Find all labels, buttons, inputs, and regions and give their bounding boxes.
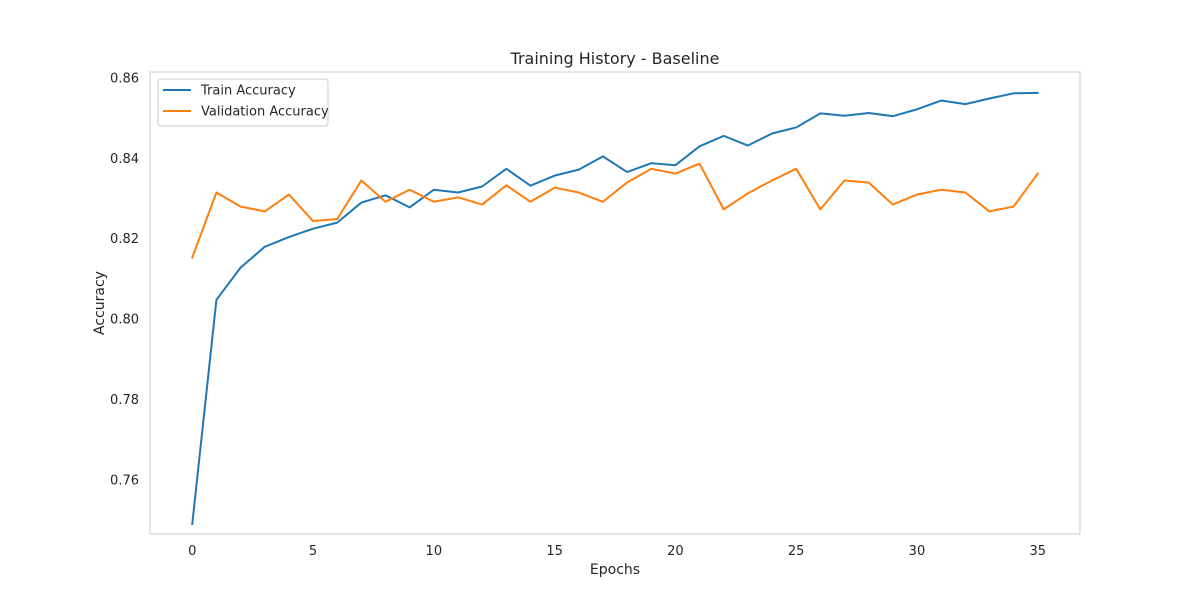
y-tick-label: 0.78 [110, 393, 139, 408]
series-layer [190, 91, 1040, 526]
y-tick-label: 0.76 [110, 473, 139, 488]
x-tick-label: 0 [188, 544, 196, 559]
legend-label: Validation Accuracy [201, 105, 329, 120]
x-axis-ticks: 0 5 10 15 20 25 30 35 [188, 544, 1046, 559]
y-axis-label: Accuracy [92, 271, 108, 335]
x-tick-label: 5 [309, 544, 317, 559]
x-tick-label: 35 [1029, 544, 1046, 559]
x-tick-label: 10 [426, 544, 443, 559]
chart-title: Training History - Baseline [510, 49, 720, 68]
y-tick-label: 0.84 [110, 152, 139, 167]
x-tick-label: 30 [909, 544, 926, 559]
x-axis-label: Epochs [590, 562, 640, 578]
series-line-0 [191, 91, 1039, 526]
series-line-1 [190, 162, 1040, 259]
legend-label: Train Accuracy [200, 84, 296, 99]
x-tick-label: 15 [546, 544, 563, 559]
x-tick-label: 20 [667, 544, 684, 559]
plot-area-frame [149, 71, 1081, 535]
y-tick-label: 0.82 [110, 232, 139, 247]
legend-box [157, 78, 329, 127]
y-tick-label: 0.86 [110, 72, 139, 87]
y-axis-ticks: 0.76 0.78 0.80 0.82 0.84 0.86 [110, 72, 139, 489]
x-tick-label: 25 [788, 544, 805, 559]
legend: Train Accuracy Validation Accuracy [157, 78, 329, 127]
y-tick-label: 0.80 [110, 313, 139, 328]
